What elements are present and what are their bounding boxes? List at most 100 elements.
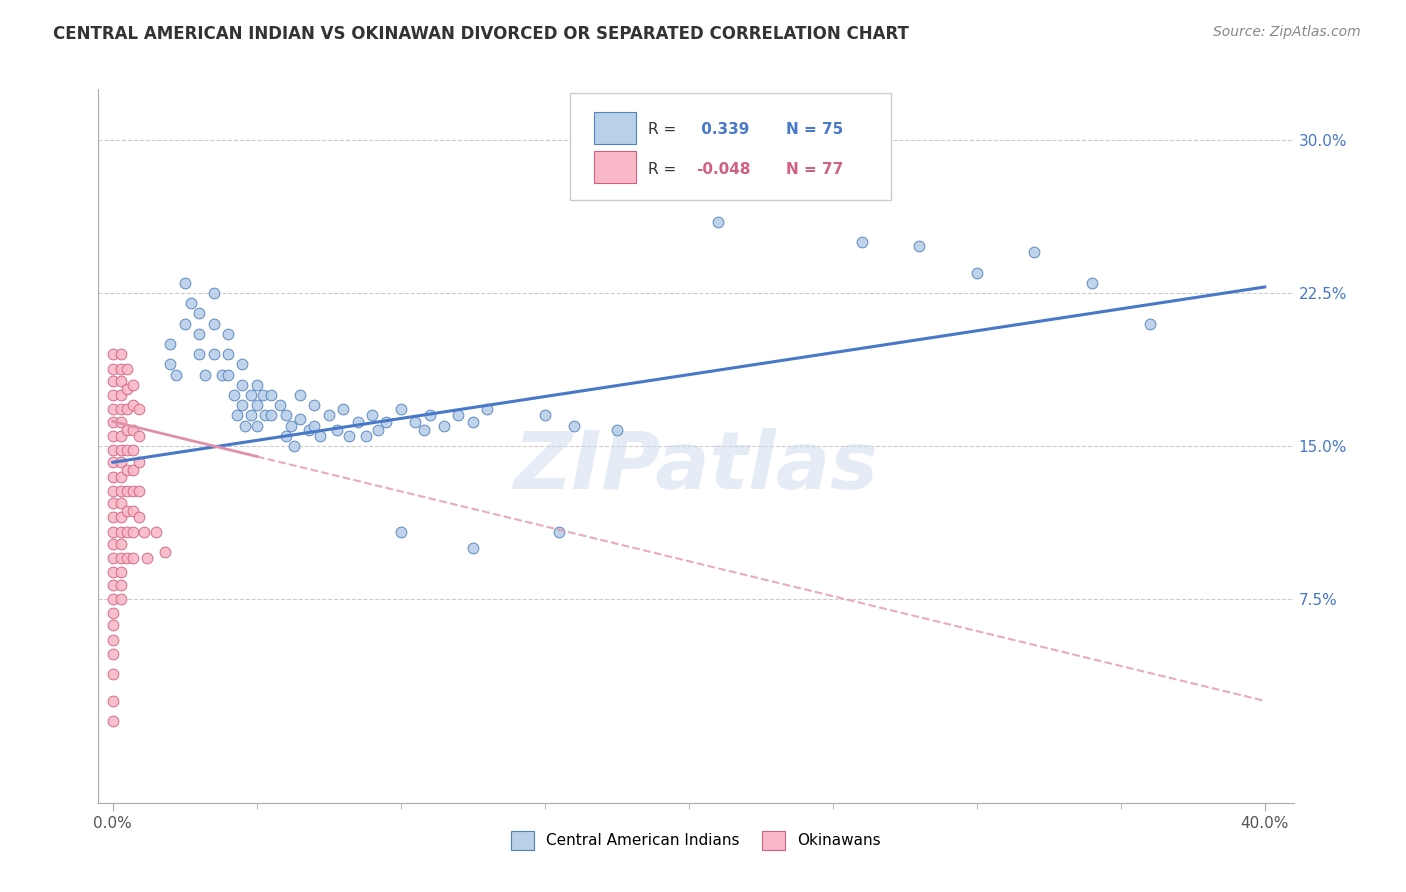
Point [110,388,132,402]
Point [274,429,297,443]
Point [159,358,181,372]
Point [246,377,269,392]
Point [211,368,233,382]
Point [101,374,124,388]
Point [217,347,239,361]
Point [101,347,124,361]
Point [115,551,138,566]
Point [110,496,132,510]
Point [461,415,484,429]
Point [412,423,434,437]
Point [354,429,377,443]
Point [173,317,195,331]
Point [288,412,311,426]
Point [548,524,571,539]
Point [110,537,132,551]
Point [217,326,239,341]
Point [110,402,132,417]
Point [361,409,384,423]
Point [419,409,441,423]
Point [851,235,873,249]
Point [433,418,456,433]
Point [202,317,225,331]
Point [562,418,585,433]
Point [110,524,132,539]
Text: 0.339: 0.339 [696,122,749,137]
Point [477,402,499,417]
Point [246,418,269,433]
Point [461,541,484,555]
Point [269,398,291,412]
Text: -0.048: -0.048 [696,161,751,177]
Point [231,398,253,412]
Point [101,551,124,566]
FancyBboxPatch shape [595,152,637,184]
Text: ZIPatlas: ZIPatlas [513,428,879,507]
Point [389,402,412,417]
Point [101,455,124,469]
Point [128,402,150,417]
Point [122,377,145,392]
Point [110,443,132,458]
Point [159,337,181,351]
Point [128,455,150,469]
Point [1024,245,1046,260]
Text: N = 77: N = 77 [786,161,842,177]
Point [122,524,145,539]
Text: R =: R = [648,122,682,137]
Point [101,537,124,551]
Point [231,377,253,392]
Point [115,504,138,518]
Point [240,409,263,423]
Point [222,388,245,402]
Point [1139,317,1161,331]
Point [908,239,931,253]
Point [252,388,274,402]
Point [283,439,305,453]
Point [332,402,354,417]
Point [101,647,124,661]
Point [101,469,124,483]
Point [280,418,302,433]
Point [110,483,132,498]
Point [101,388,124,402]
Point [260,388,283,402]
Point [101,632,124,647]
Point [128,429,150,443]
Point [101,510,124,524]
Point [110,566,132,580]
Point [110,374,132,388]
Point [389,524,412,539]
Point [101,483,124,498]
Legend: Central American Indians, Okinawans: Central American Indians, Okinawans [505,825,887,855]
Point [101,566,124,580]
Point [115,483,138,498]
Point [110,551,132,566]
Point [101,667,124,681]
Point [122,551,145,566]
Point [188,347,211,361]
Point [110,591,132,606]
Point [101,402,124,417]
Point [115,443,138,458]
Point [309,429,332,443]
Point [101,415,124,429]
Point [202,286,225,301]
Point [233,418,256,433]
Point [101,429,124,443]
Point [110,415,132,429]
Point [110,429,132,443]
Point [101,361,124,376]
Point [246,398,269,412]
Point [136,551,159,566]
Point [240,388,263,402]
FancyBboxPatch shape [571,93,891,200]
Text: N = 75: N = 75 [786,122,842,137]
Point [101,591,124,606]
Point [706,215,728,229]
Point [115,361,138,376]
Point [1081,276,1104,290]
Point [304,398,326,412]
Text: CENTRAL AMERICAN INDIAN VS OKINAWAN DIVORCED OR SEPARATED CORRELATION CHART: CENTRAL AMERICAN INDIAN VS OKINAWAN DIVO… [53,25,910,43]
Point [128,483,150,498]
